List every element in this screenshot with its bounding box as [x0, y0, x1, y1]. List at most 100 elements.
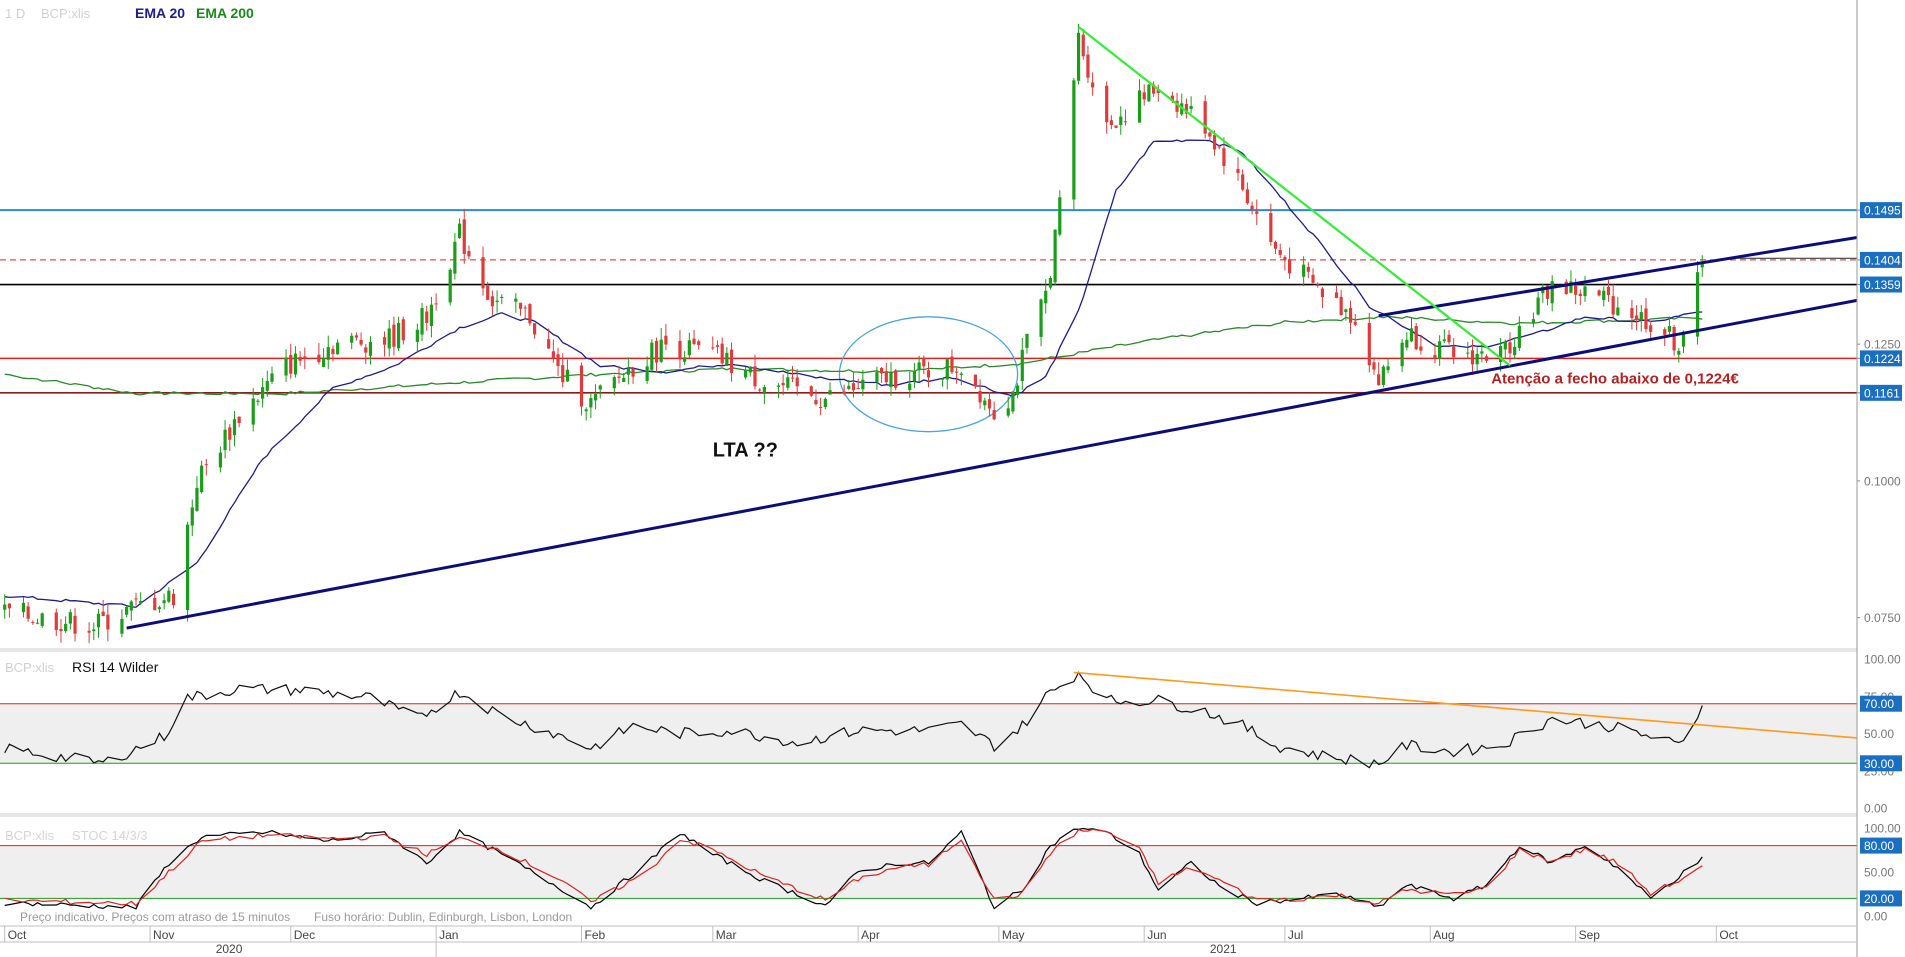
candle	[364, 344, 368, 365]
candle-body	[589, 398, 593, 408]
candle-body	[303, 356, 307, 359]
consolidation-ellipse-shape	[838, 316, 1019, 433]
candle	[382, 331, 387, 357]
price-panel: LTA ??Atenção a fecho abaixo de 0,1224€ …	[0, 23, 1902, 644]
candle-body	[382, 337, 387, 345]
candle	[481, 246, 485, 296]
candle-body	[744, 370, 748, 378]
candle	[1025, 333, 1029, 354]
candle	[814, 389, 818, 406]
candle	[1677, 348, 1681, 363]
candle	[7, 603, 11, 618]
candle-body	[1245, 189, 1249, 204]
candle-body	[1114, 125, 1118, 128]
candle	[1039, 298, 1043, 347]
candle	[1480, 342, 1484, 363]
candle	[40, 612, 44, 628]
candle-body	[1630, 308, 1634, 319]
time-axis: Oct Nov Dec Jan Feb Mar Apr May Jun Jul Aug Sep Oct 2…	[0, 925, 1857, 957]
candle-body	[1475, 353, 1479, 365]
candle-body	[1105, 85, 1109, 123]
candle-body	[1241, 174, 1245, 190]
candle-body	[1597, 290, 1601, 296]
candle-body	[1320, 288, 1325, 298]
candle-body	[3, 604, 7, 610]
candle-body	[1480, 351, 1484, 354]
candle	[350, 332, 354, 350]
candle	[1536, 291, 1540, 316]
candle	[556, 347, 560, 377]
candle-body	[453, 241, 457, 274]
trendline-lta	[126, 298, 1858, 630]
candle-body	[73, 615, 77, 634]
candle	[1339, 289, 1343, 316]
candle-body	[134, 598, 138, 600]
candle-body	[1367, 322, 1371, 366]
annotations: LTA ?? Atenção a fecho abaixo de 0,1224€	[713, 371, 1740, 462]
candle-body	[457, 223, 462, 239]
price-axis-label: 0.1495	[1864, 204, 1901, 218]
candle	[129, 600, 133, 621]
candle	[204, 459, 208, 476]
candle-body	[157, 607, 162, 610]
stochastic-axis-label: 0.00	[1864, 910, 1888, 924]
month-label: Dec	[294, 928, 315, 942]
candle-body	[1175, 100, 1179, 112]
candle	[748, 366, 752, 377]
candle	[415, 323, 419, 353]
candle-body	[650, 342, 654, 370]
candle-body	[908, 383, 912, 390]
candle	[237, 416, 241, 428]
candle-body	[96, 613, 101, 628]
candle-body	[683, 357, 687, 362]
candle	[1269, 203, 1273, 246]
candle-body	[678, 341, 682, 360]
candle	[659, 328, 663, 364]
candle-body	[462, 219, 466, 254]
candle	[1414, 323, 1418, 351]
candle	[1058, 190, 1062, 237]
candle	[457, 218, 462, 239]
price-axis-label: 0.1250	[1864, 338, 1901, 352]
chart-background	[0, 0, 1857, 957]
candle	[1667, 316, 1672, 335]
candle	[547, 328, 551, 349]
candle	[1184, 98, 1189, 119]
candle	[64, 616, 68, 633]
candle-body	[720, 343, 724, 364]
symbol-label: BCP:xlis	[41, 6, 91, 21]
candle-body	[101, 611, 105, 617]
delay-disclaimer: Preço indicativo. Preços com atraso de 1…	[20, 910, 290, 924]
candle-body	[162, 600, 166, 604]
candle-body	[551, 351, 555, 359]
stochastic-axis-label: 80.00	[1864, 839, 1894, 853]
candle-body	[1663, 329, 1667, 335]
candle	[1072, 78, 1076, 211]
candle-body	[776, 385, 781, 387]
candle-body	[795, 377, 799, 387]
period-label: 1 D	[5, 6, 25, 21]
candle	[894, 368, 898, 391]
candle	[823, 397, 827, 410]
candle-body	[781, 382, 785, 386]
candle-body	[973, 374, 977, 387]
candle-body	[518, 302, 523, 309]
candle	[1142, 84, 1146, 106]
ema20-legend: EMA 20	[135, 5, 185, 21]
candle	[978, 379, 982, 409]
candle	[1447, 329, 1451, 345]
candle	[190, 499, 194, 537]
candle	[1470, 339, 1475, 375]
candle-body	[1517, 325, 1521, 348]
candle-body	[917, 362, 921, 371]
candle-body	[809, 386, 813, 396]
rsi-path	[4, 671, 1703, 769]
candle	[1316, 282, 1320, 288]
candle-body	[270, 373, 274, 382]
candle	[683, 351, 687, 365]
candle-body	[106, 614, 110, 630]
candle	[195, 476, 199, 512]
candle-body	[955, 371, 959, 373]
candle-body	[1109, 120, 1113, 125]
candle-body	[1508, 342, 1512, 354]
